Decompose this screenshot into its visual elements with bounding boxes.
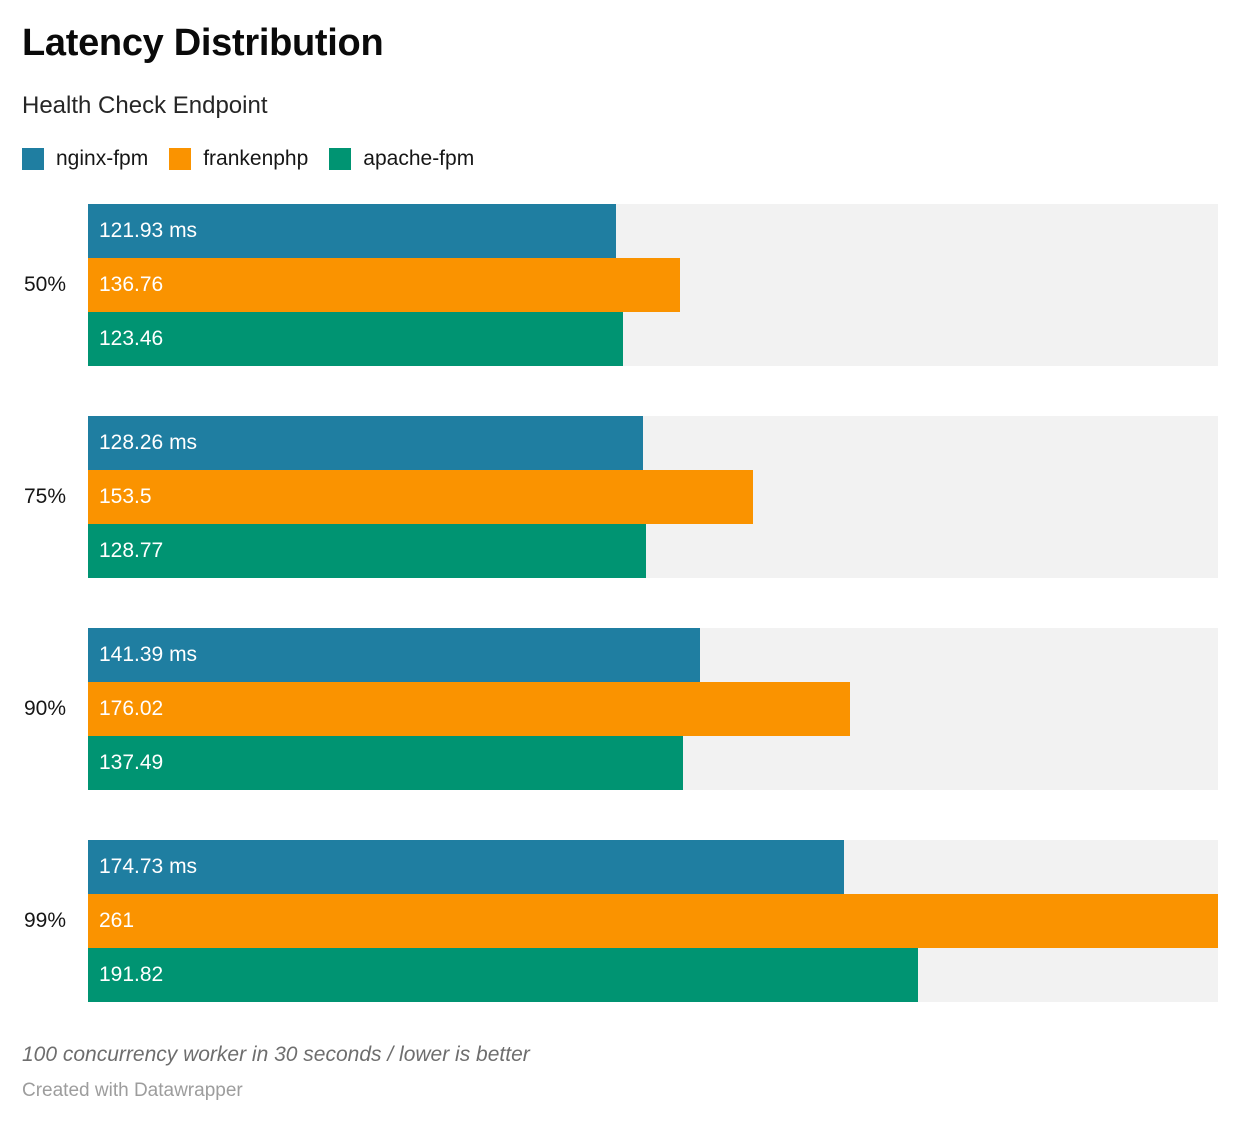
bar-apache-fpm: 137.49 (88, 736, 684, 790)
bar-apache-fpm: 123.46 (88, 312, 623, 366)
bar-frankenphp: 136.76 (88, 258, 681, 312)
bar-track: 123.46 (88, 312, 1218, 366)
bar-track: 137.49 (88, 736, 1218, 790)
chart-title: Latency Distribution (22, 22, 384, 64)
bar-group-99pct: 99% 174.73 ms 261 191.82 (0, 840, 1240, 1002)
legend-item-apache-fpm: apache-fpm (329, 148, 474, 170)
bar-track: 153.5 (88, 470, 1218, 524)
bar-nginx-fpm: 174.73 ms (88, 840, 845, 894)
bar-track: 261 (88, 894, 1218, 948)
bar-value-label: 123.46 (99, 327, 164, 350)
percentile-label: 50% (24, 273, 67, 296)
bar-chart: 50% 121.93 ms 136.76 123.46 75% 128.26 ms 153.… (0, 204, 1240, 1002)
bar-track: 174.73 ms (88, 840, 1218, 894)
percentile-label: 99% (24, 909, 67, 932)
legend-item-nginx-fpm: nginx-fpm (22, 148, 148, 170)
bar-track: 141.39 ms (88, 628, 1218, 682)
legend-label: nginx-fpm (56, 147, 149, 170)
legend-swatch-nginx-fpm-icon (22, 148, 44, 170)
bar-group-50pct: 50% 121.93 ms 136.76 123.46 (0, 204, 1240, 366)
bar-group-90pct: 90% 141.39 ms 176.02 137.49 (0, 628, 1240, 790)
bar-nginx-fpm: 128.26 ms (88, 416, 644, 470)
bar-frankenphp: 153.5 (88, 470, 753, 524)
datawrapper-credit: Created with Datawrapper (22, 1080, 243, 1101)
legend-label: apache-fpm (363, 147, 475, 170)
bar-value-label: 153.5 (99, 485, 152, 508)
legend-item-frankenphp: frankenphp (169, 148, 308, 170)
bar-track: 136.76 (88, 258, 1218, 312)
bar-value-label: 137.49 (99, 751, 164, 774)
footer-note: 100 concurrency worker in 30 seconds / l… (22, 1043, 530, 1066)
legend: nginx-fpm frankenphp apache-fpm (22, 148, 495, 170)
bar-apache-fpm: 191.82 (88, 948, 919, 1002)
bar-value-label: 121.93 ms (99, 219, 198, 242)
percentile-label: 90% (24, 697, 67, 720)
legend-swatch-apache-fpm-icon (329, 148, 352, 170)
bar-frankenphp: 176.02 (88, 682, 851, 736)
bar-nginx-fpm: 121.93 ms (88, 204, 616, 258)
percentile-label: 75% (24, 485, 67, 508)
bar-apache-fpm: 128.77 (88, 524, 646, 578)
bar-value-label: 176.02 (99, 697, 164, 720)
bar-frankenphp: 261 (88, 894, 1218, 948)
bar-value-label: 136.76 (99, 273, 164, 296)
bar-value-label: 141.39 ms (99, 643, 198, 666)
bar-value-label: 128.26 ms (99, 431, 198, 454)
bar-value-label: 128.77 (99, 539, 164, 562)
bar-track: 191.82 (88, 948, 1218, 1002)
bar-value-label: 174.73 ms (99, 855, 198, 878)
bar-tracks: 121.93 ms 136.76 123.46 (88, 204, 1218, 366)
bar-tracks: 128.26 ms 153.5 128.77 (88, 416, 1218, 578)
bar-track: 128.26 ms (88, 416, 1218, 470)
bar-track: 176.02 (88, 682, 1218, 736)
legend-label: frankenphp (203, 147, 309, 170)
bar-value-label: 191.82 (99, 963, 164, 986)
bar-nginx-fpm: 141.39 ms (88, 628, 701, 682)
bar-tracks: 141.39 ms 176.02 137.49 (88, 628, 1218, 790)
legend-swatch-frankenphp-icon (169, 148, 192, 170)
bar-track: 128.77 (88, 524, 1218, 578)
chart-subtitle: Health Check Endpoint (22, 92, 268, 119)
bar-tracks: 174.73 ms 261 191.82 (88, 840, 1218, 1002)
bar-group-75pct: 75% 128.26 ms 153.5 128.77 (0, 416, 1240, 578)
bar-value-label: 261 (99, 909, 135, 932)
bar-track: 121.93 ms (88, 204, 1218, 258)
